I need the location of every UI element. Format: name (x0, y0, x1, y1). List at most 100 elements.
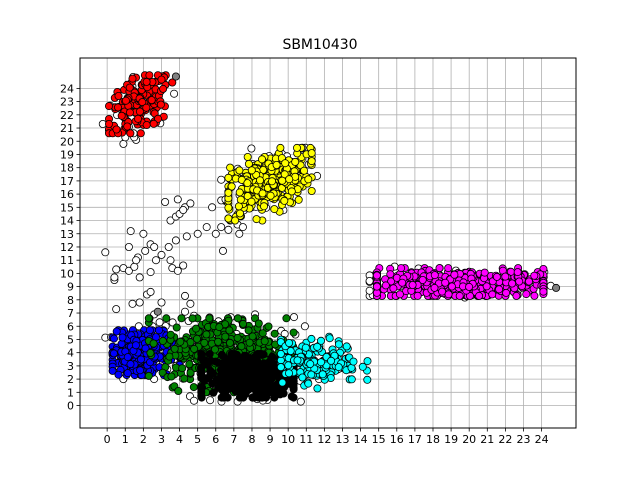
cyan-cluster-point (327, 356, 336, 365)
y-tick-label: 18 (60, 162, 74, 175)
yellow-cluster-point (304, 175, 313, 184)
black-cluster-point (208, 379, 217, 388)
magenta-cluster-point (530, 271, 539, 280)
green-cluster-point (200, 338, 209, 347)
outlier-point (180, 291, 189, 300)
black-cluster-point (227, 349, 236, 358)
yellow-cluster-point (307, 149, 316, 158)
black-cluster-point (262, 393, 271, 402)
yellow-cluster-point (270, 205, 279, 214)
magenta-cluster-point (475, 291, 484, 300)
outlier-point (168, 318, 177, 327)
yellow-cluster-point (243, 179, 252, 188)
red-cluster-point (121, 96, 130, 105)
outlier-point (112, 305, 121, 314)
magenta-cluster-point (397, 264, 406, 273)
outlier-point (365, 286, 374, 295)
red-cluster-point (136, 129, 145, 138)
yellow-cluster-point (227, 182, 236, 191)
outlier-point (134, 322, 143, 331)
cyan-cluster-point (276, 363, 285, 372)
gray-point (153, 307, 162, 316)
x-tick-label: 14 (354, 433, 368, 446)
yellow-cluster-point (276, 143, 285, 152)
x-tick-label: 22 (498, 433, 512, 446)
outlier-point (161, 197, 170, 206)
blue-cluster-point (109, 349, 118, 358)
green-cluster-point (254, 319, 263, 328)
magenta-cluster-point (418, 275, 427, 284)
black-cluster-point (200, 356, 209, 365)
red-cluster-point (135, 107, 144, 116)
black-cluster-point (253, 349, 262, 358)
green-cluster-point (185, 360, 194, 369)
yellow-cluster-point (287, 187, 296, 196)
blue-cluster-point (110, 334, 119, 343)
x-tick-label: 17 (408, 433, 422, 446)
x-tick-label: 9 (267, 433, 274, 446)
red-cluster-point (142, 103, 151, 112)
yellow-cluster-point (224, 173, 233, 182)
black-cluster-point (240, 364, 249, 373)
outlier-point (180, 307, 189, 316)
cyan-cluster-point (325, 334, 334, 343)
magenta-cluster-point (372, 271, 381, 280)
magenta-cluster-point (413, 291, 422, 300)
cyan-cluster-point (313, 384, 322, 393)
green-cluster-point (178, 364, 187, 373)
y-tick-label: 19 (60, 148, 74, 161)
outlier-point (166, 216, 175, 225)
red-cluster-point (117, 111, 126, 120)
black-cluster-point (206, 366, 215, 375)
outlier-point (193, 229, 202, 238)
outlier-point (155, 318, 164, 327)
outlier-point (289, 313, 298, 322)
green-cluster-point (190, 344, 199, 353)
green-cluster-point (221, 332, 230, 341)
yellow-cluster-point (247, 166, 256, 175)
green-cluster-point (166, 330, 175, 339)
black-cluster-point (217, 350, 226, 359)
y-tick-label: 4 (67, 347, 74, 360)
outlier-point (128, 299, 137, 308)
magenta-cluster-point (441, 278, 450, 287)
blue-cluster-point (123, 353, 132, 362)
green-cluster-point (146, 348, 155, 357)
cyan-cluster-point (363, 375, 372, 384)
red-cluster-point (123, 122, 132, 131)
black-cluster-point (264, 361, 273, 370)
yellow-cluster-point (226, 163, 235, 172)
data-points (98, 71, 561, 406)
x-tick-label: 23 (517, 433, 531, 446)
yellow-cluster-point (235, 188, 244, 197)
black-cluster-point (231, 373, 240, 382)
black-cluster-point (233, 353, 242, 362)
gray-point (171, 72, 180, 81)
y-tick-label: 12 (60, 241, 74, 254)
red-cluster-point (156, 100, 165, 109)
magenta-cluster-point (444, 290, 453, 299)
yellow-cluster-point (291, 157, 300, 166)
black-cluster-point (288, 375, 297, 384)
black-cluster-point (232, 383, 241, 392)
blue-cluster-point (112, 327, 121, 336)
yellow-cluster-point (257, 155, 266, 164)
y-tick-label: 6 (67, 320, 74, 333)
yellow-cluster-point (234, 202, 243, 211)
outlier-point (235, 229, 244, 238)
black-cluster-point (205, 349, 214, 358)
yellow-cluster-point (266, 191, 275, 200)
green-cluster-point (233, 314, 242, 323)
green-cluster-point (167, 372, 176, 381)
outlier-point (150, 242, 159, 251)
green-cluster-point (162, 314, 171, 323)
y-tick-label: 14 (60, 215, 74, 228)
outlier-point (135, 273, 144, 282)
green-cluster-point (189, 383, 198, 392)
black-cluster-point (263, 377, 272, 386)
black-cluster-point (200, 376, 209, 385)
outlier-point (124, 242, 133, 251)
yellow-cluster-point (307, 186, 316, 195)
green-cluster-point (205, 314, 214, 323)
black-cluster-point (243, 386, 252, 395)
